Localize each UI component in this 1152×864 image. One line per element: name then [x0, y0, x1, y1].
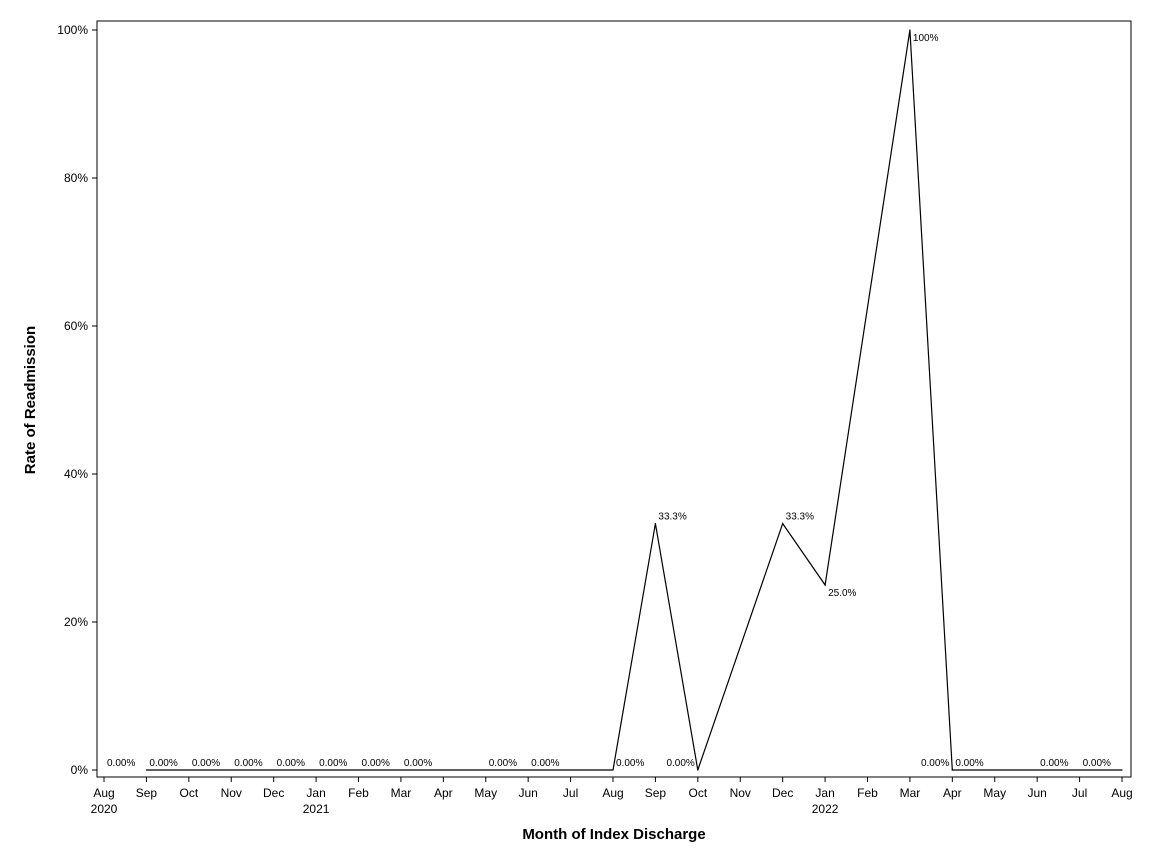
- x-tick-year-label: 2021: [303, 802, 330, 816]
- data-label: 25.0%: [828, 588, 856, 599]
- plot-area-frame: [96, 20, 1132, 778]
- x-tick-label: Aug: [1111, 786, 1132, 800]
- data-label: 0.00%: [666, 758, 694, 769]
- data-label: 0.00%: [955, 758, 983, 769]
- data-point: [697, 769, 699, 771]
- data-label: 0.00%: [616, 758, 644, 769]
- data-label: 0.00%: [489, 758, 517, 769]
- data-label: 0.00%: [234, 758, 262, 769]
- data-label: 0.00%: [404, 758, 432, 769]
- x-tick-label: Sep: [136, 786, 158, 800]
- x-tick-label: Jun: [1027, 786, 1046, 800]
- data-point: [909, 29, 911, 31]
- x-tick-label: Aug: [602, 786, 623, 800]
- data-label: 0.00%: [921, 758, 949, 769]
- x-tick-label: Feb: [348, 786, 369, 800]
- x-axis: Aug 2020 Sep Oct Nov Dec Jan 2021 Feb Mar Apr May Ju…: [91, 777, 1133, 816]
- data-point: [951, 769, 953, 771]
- data-point: [654, 522, 657, 525]
- x-tick-label: Nov: [221, 786, 242, 800]
- data-label: 0.00%: [531, 758, 559, 769]
- x-tick-label: Oct: [688, 786, 707, 800]
- data-label: 100%: [913, 33, 939, 44]
- data-label: 0.00%: [1083, 758, 1111, 769]
- data-point: [824, 584, 826, 586]
- y-tick-label: 0%: [71, 763, 89, 777]
- x-tick-label: Jul: [1072, 786, 1087, 800]
- x-tick-label: Apr: [434, 786, 453, 800]
- x-tick-label: Dec: [772, 786, 793, 800]
- data-label: 33.3%: [658, 512, 686, 523]
- y-tick-label: 60%: [64, 319, 88, 333]
- x-tick-label: Jan: [815, 786, 834, 800]
- data-label: 0.00%: [1040, 758, 1068, 769]
- series-group: [145, 29, 1123, 771]
- x-tick-label: Aug: [93, 786, 114, 800]
- data-labels-group: 0.00% 0.00% 0.00% 0.00% 0.00% 0.00% 0.00% 0.00%…: [107, 33, 1111, 769]
- x-tick-label: Jan: [306, 786, 325, 800]
- y-tick-label: 100%: [57, 23, 88, 37]
- data-point: [612, 769, 614, 771]
- x-tick-label: Dec: [263, 786, 284, 800]
- x-tick-label: Apr: [943, 786, 962, 800]
- data-label: 0.00%: [362, 758, 390, 769]
- x-tick-year-label: 2020: [91, 802, 118, 816]
- x-tick-label: Nov: [730, 786, 751, 800]
- y-tick-label: 40%: [64, 467, 88, 481]
- x-tick-label: Mar: [391, 786, 412, 800]
- data-point: [1121, 769, 1123, 771]
- x-tick-label: Mar: [900, 786, 921, 800]
- data-label: 0.00%: [277, 758, 305, 769]
- data-label: 0.00%: [107, 758, 135, 769]
- x-tick-year-label: 2022: [812, 802, 839, 816]
- data-label: 0.00%: [319, 758, 347, 769]
- y-axis-title: Rate of Readmission: [22, 326, 39, 474]
- data-point: [145, 769, 148, 771]
- x-tick-label: Sep: [645, 786, 667, 800]
- x-axis-title: Month of Index Discharge: [522, 826, 705, 843]
- x-tick-label: May: [983, 786, 1006, 800]
- data-label: 33.3%: [786, 512, 814, 523]
- data-label: 0.00%: [192, 758, 220, 769]
- y-tick-label: 20%: [64, 615, 88, 629]
- series-line: [146, 29, 1122, 771]
- x-tick-label: Oct: [179, 786, 198, 800]
- data-label: 0.00%: [149, 758, 177, 769]
- x-tick-label: May: [474, 786, 497, 800]
- x-tick-label: Feb: [857, 786, 878, 800]
- x-tick-label: Jul: [563, 786, 578, 800]
- x-tick-label: Jun: [518, 786, 537, 800]
- data-point: [782, 522, 784, 525]
- y-axis: 0% 20% 40% 60% 80% 100%: [57, 23, 97, 777]
- y-tick-label: 80%: [64, 171, 88, 185]
